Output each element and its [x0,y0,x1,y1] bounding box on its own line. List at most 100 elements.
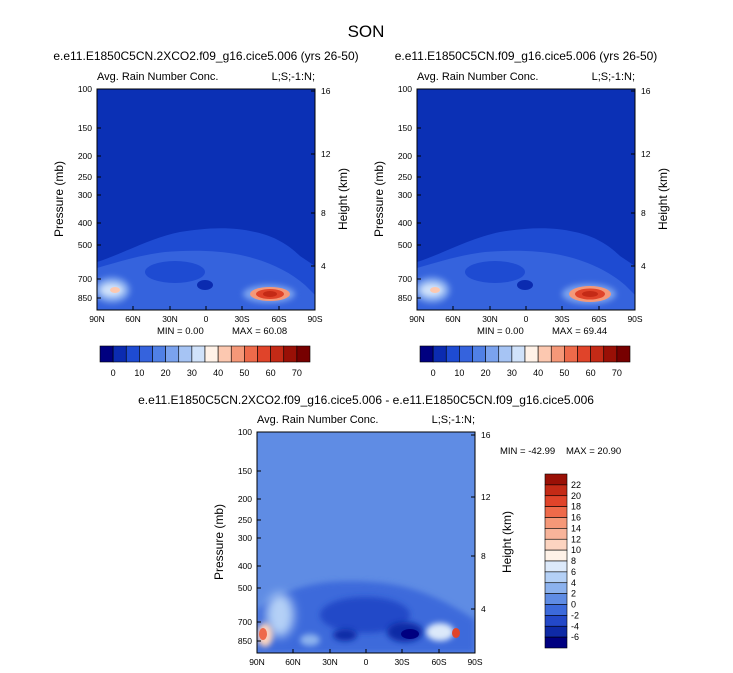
colorbar-swatch [191,345,206,363]
panel-2-ytick: 400 [398,218,412,228]
colorbar-swatch [230,345,245,363]
colorbar-swatch [577,345,591,363]
panel-2-ytick: 250 [398,172,412,182]
panel-3-xtick: 60N [285,657,301,667]
colorbar-swatch [99,345,114,363]
colorbar-swatch [544,571,568,584]
panel-2-title: e.e11.E1850C5CN.f09_g16.cice5.006 (yrs 2… [395,49,658,63]
panel-3-ytick: 250 [238,515,252,525]
colorbar-swatch [165,345,180,363]
colorbar-swatch [550,345,565,363]
panel-2-ylabel: Pressure (mb) [372,161,386,237]
colorbar-tick-label: 14 [571,523,581,533]
colorbar-tick-label: 60 [586,368,596,378]
panel-3-ytick: 500 [238,583,252,593]
panel-1-ytick: 100 [78,84,92,94]
colorbar-tick-label: 8 [571,556,576,566]
colorbar-swatch [257,345,271,363]
panel-2-xtick: 90N [409,314,425,324]
panel-3-xtick: 90N [249,657,265,667]
colorbar-tick-label: 0 [571,600,576,610]
panel-3-ytick: 100 [238,427,252,437]
panel-2-ylabel-right: Height (km) [656,168,670,230]
colorbar-tick-label: -2 [571,610,579,620]
colorbar-swatch [616,345,631,363]
colorbar-swatch [283,345,298,363]
panel-1-xtick: 0 [204,314,209,324]
colorbar-swatch [217,345,232,363]
colorbar-tick-label: 10 [454,368,464,378]
colorbar-swatch [178,345,193,363]
panel-1-field [97,89,315,310]
panel-1-min-label: MIN = 0.00 [157,326,204,337]
colorbar-swatch [544,604,568,616]
panel-3-xtick: 90S [467,657,482,667]
colorbar-swatch [485,345,500,363]
colorbar-swatch [296,345,311,363]
panel-1-ytick: 700 [78,274,92,284]
panel-1-subtitle-left: Avg. Rain Number Conc. [97,71,218,83]
panel-3-ytick: 200 [238,494,252,504]
panel-3-subtitle-right: L;S;-1:N; [432,414,475,426]
colorbar-tick-label: 18 [571,502,581,512]
panel-2-ytick: 500 [398,240,412,250]
colorbar-swatch [544,582,568,594]
colorbar-tick-label: 20 [481,368,491,378]
panel-1-x-axis: 90N 60N 30N 0 30S 60S 90S [89,306,323,324]
panel-1-title: e.e11.E1850C5CN.2XCO2.f09_g16.cice5.006 … [53,49,358,63]
panel-3-ytick: 700 [238,617,252,627]
colorbar-tick-label: 4 [571,578,576,588]
colorbar-swatch [524,345,539,363]
panel-2-xtick: 30S [554,314,569,324]
panel-1-ytick-right: 4 [321,261,326,271]
panel-1-xtick: 30N [162,314,178,324]
panel-2-xtick: 60S [591,314,606,324]
panel-2: e.e11.E1850C5CN.f09_g16.cice5.006 (yrs 2… [372,49,670,378]
colorbar-tick-label: 30 [187,368,197,378]
colorbar-swatch [419,345,434,363]
panel-1-ytick-right: 16 [321,86,331,96]
colorbar-swatch [544,560,568,573]
panel-2-xtick: 60N [445,314,461,324]
colorbar-tick-label: 0 [431,368,436,378]
panel-3-ytick: 300 [238,533,252,543]
colorbar-tick-label: 50 [559,368,569,378]
colorbar-swatch [544,506,568,518]
panel-1-ytick: 300 [78,190,92,200]
colorbar-tick-label: 10 [571,545,581,555]
panel-1-subtitle-right: L;S;-1:N; [272,71,315,83]
panel-2-ytick-right: 12 [641,149,651,159]
panel-2-xtick: 0 [524,314,529,324]
panel-3-x-axis: 90N 60N 30N 0 30S 60S 90S [249,649,483,667]
panel-3-xtick: 30S [394,657,409,667]
colorbar-tick-label: 30 [507,368,517,378]
panel-3-title: e.e11.E1850C5CN.2XCO2.f09_g16.cice5.006 … [138,393,594,407]
panel-2-colorbar: 0 10 20 30 40 50 60 70 [419,345,631,378]
panel-1-ytick: 500 [78,240,92,250]
panel-3-y-axis: 100 150 200 250 300 400 500 700 850 Pres… [212,427,261,646]
panel-2-ytick: 200 [398,151,412,161]
panel-1-ytick: 400 [78,218,92,228]
panel-2-ytick: 300 [398,190,412,200]
colorbar-swatch [112,345,127,363]
panel-2-subtitle-right: L;S;-1:N; [592,71,635,83]
panel-1-ytick: 850 [78,293,92,303]
colorbar-tick-label: 6 [571,567,576,577]
colorbar-tick-label: 60 [266,368,276,378]
panel-1-xtick: 90S [307,314,322,324]
colorbar-swatch [544,538,568,551]
colorbar-swatch [459,345,473,363]
page-title: SON [348,22,385,41]
colorbar-swatch [204,345,219,363]
panel-1-ytick-right: 8 [321,208,326,218]
panel-3-max-label: MAX = 20.90 [566,446,621,457]
panel-2-min-label: MIN = 0.00 [477,326,524,337]
panel-1-ylabel-right: Height (km) [336,168,350,230]
panel-1-colorbar: 0 10 20 30 40 50 60 70 [99,345,311,378]
colorbar-swatch [544,473,568,486]
panel-2-xtick: 90S [627,314,642,324]
colorbar-tick-label: -6 [571,632,579,642]
panel-1-ytick-right: 12 [321,149,331,159]
